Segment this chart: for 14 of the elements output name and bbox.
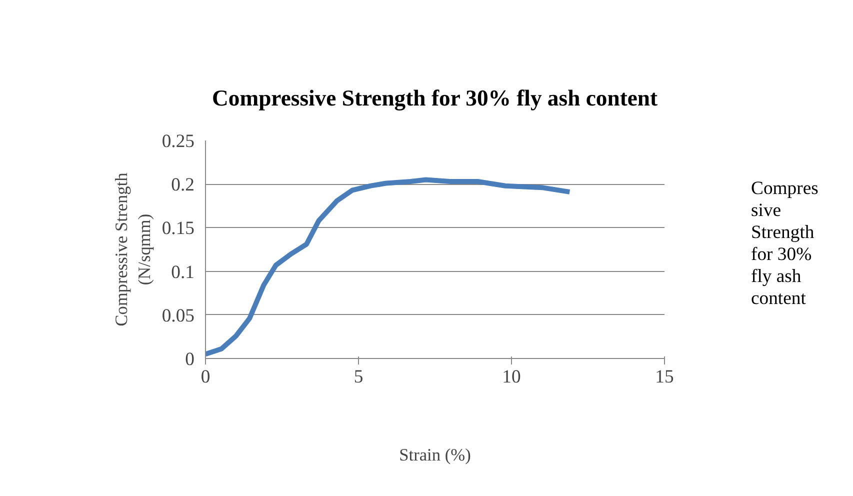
y-tick-label: 0.15 [162, 218, 195, 240]
x-tick-label: 10 [502, 366, 521, 388]
text: Compressive Strength for 30% fly ash content [751, 178, 818, 310]
x-tick-label: 15 [655, 366, 674, 388]
y-tick-label: 0.25 [162, 131, 195, 152]
x-tick-label: 5 [354, 366, 364, 388]
y-tick-label: 0.1 [171, 262, 195, 283]
x-axis-title: Strain (%) [399, 446, 472, 464]
y-axis-title: Compressive Strength (N/sqmm) [112, 172, 154, 326]
x-tick-label: 0 [200, 366, 210, 388]
y-tick-label: 0 [185, 349, 194, 370]
chart-title: Compressive Strength for 30% fly ash content [212, 86, 658, 110]
y-tick-label: 0.05 [162, 305, 195, 326]
y-tick-label: 0.2 [171, 174, 195, 196]
